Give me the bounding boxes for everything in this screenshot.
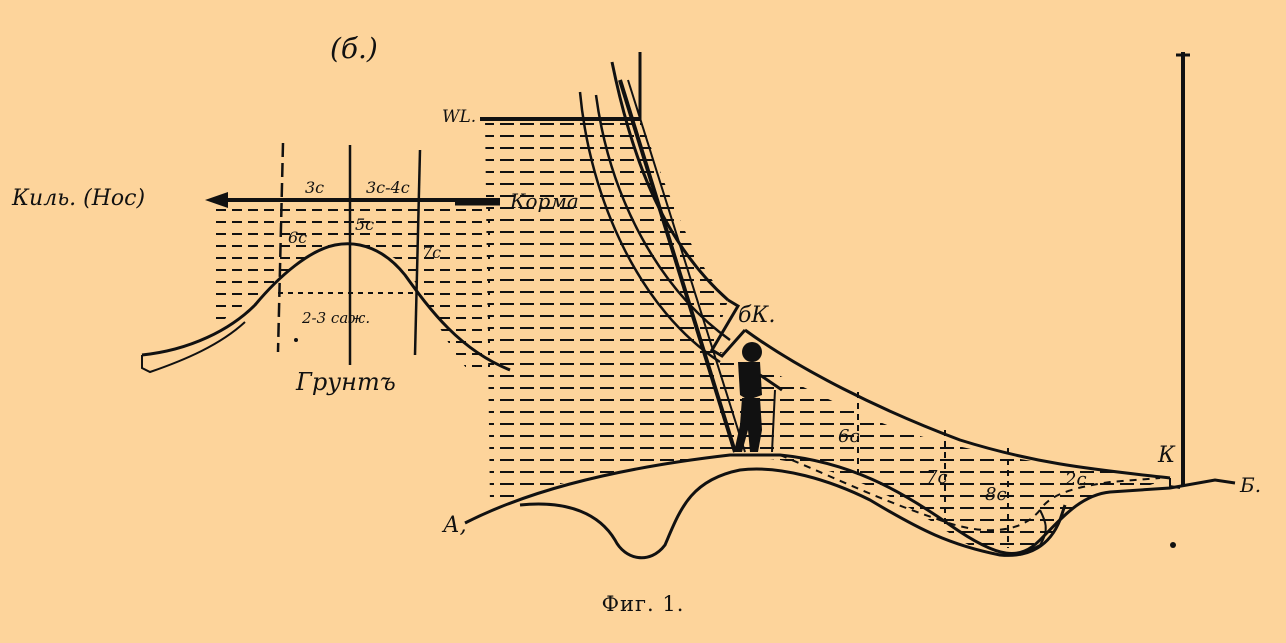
depth-6-label: 6с xyxy=(838,426,860,447)
vertical-right xyxy=(413,149,422,356)
ground-label: Грунтъ xyxy=(295,368,396,396)
hull-profile-diagram: WL. бК. К А, Б. 6с 7с 8с 2с xyxy=(441,52,1261,560)
depth-right: 7с xyxy=(422,243,441,262)
keel-label: Киль. (Нос) xyxy=(11,186,145,211)
waterline-label: WL. xyxy=(442,107,476,127)
depth-top-right: 3с-4с xyxy=(366,178,410,197)
depth-center: 5с xyxy=(355,215,374,234)
hull-curve-1 xyxy=(578,91,721,364)
water-hatching-right xyxy=(485,123,1170,557)
keel-arrow xyxy=(205,192,228,208)
water-hatching-left xyxy=(210,209,490,367)
seabed-dot xyxy=(1170,542,1176,548)
stern-label: Корма xyxy=(509,189,579,213)
depth-2-label: 2с xyxy=(1064,469,1087,490)
person-figure xyxy=(734,342,783,453)
hull-curve-outer xyxy=(610,61,729,302)
ground-surface xyxy=(464,453,1236,555)
depth-top-left: 3с xyxy=(305,178,324,197)
ground-hollow xyxy=(519,467,1067,560)
point-b-label: Б. xyxy=(1239,473,1261,497)
vertical-left xyxy=(276,142,285,353)
pole xyxy=(618,79,737,453)
width-label: 2-3 саж. xyxy=(301,309,370,327)
figure-label: (б.) xyxy=(330,32,378,65)
figure-caption: Фиг. 1. xyxy=(601,592,685,616)
depth-7-label: 7с xyxy=(926,467,948,488)
depth-left: 6с xyxy=(288,228,307,247)
ground-profile-left xyxy=(141,242,511,372)
point-a-label: А, xyxy=(441,513,467,538)
point-k-label: К xyxy=(1157,443,1176,468)
point-bk-label: бК. xyxy=(738,303,775,328)
seabed-dashed xyxy=(779,454,1161,532)
depth-8-label: 8с xyxy=(985,484,1007,505)
cross-section-diagram: Киль. (Нос) Корма 3с 3с-4с 6с 5с 7с 2-3 … xyxy=(11,142,579,396)
keel-curve xyxy=(744,328,1171,480)
ground-dot xyxy=(294,338,298,342)
